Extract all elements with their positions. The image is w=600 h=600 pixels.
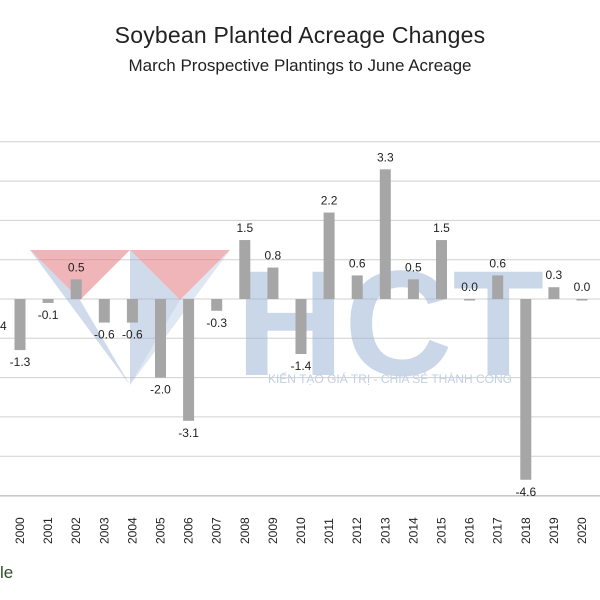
data-label: -2.0 [150, 383, 171, 397]
x-tick-label: 2009 [266, 517, 280, 544]
x-tick-label: 2005 [154, 517, 168, 544]
bar [464, 299, 476, 301]
bar [42, 299, 54, 303]
bar [267, 267, 279, 299]
bars [14, 169, 588, 480]
chart-title: Soybean Planted Acreage Changes [114, 22, 486, 48]
x-tick-label: 2010 [294, 517, 308, 544]
bar [70, 279, 82, 299]
data-label: -0.3 [206, 316, 227, 330]
x-tick-label: 2008 [238, 517, 252, 544]
watermark-blue-shape [30, 250, 130, 385]
bar [98, 299, 110, 323]
data-label: 0.8 [265, 249, 282, 263]
bar [126, 299, 138, 323]
bar [548, 287, 560, 299]
data-label: 0.0 [461, 280, 478, 294]
bar [576, 299, 588, 301]
x-tick-label: 2013 [378, 517, 392, 544]
bar [211, 299, 223, 311]
bar [155, 299, 166, 378]
bar [351, 275, 363, 299]
x-tick-label: 2003 [97, 517, 111, 544]
watermark-red-triangle [130, 250, 230, 300]
x-tick-label: 2018 [519, 517, 533, 544]
x-tick-label: 2002 [69, 517, 83, 544]
data-label: 1.5 [236, 221, 253, 235]
watermark-red-triangle [30, 250, 130, 300]
x-tick-label: 2017 [491, 517, 505, 544]
x-tick-label: 2020 [575, 517, 589, 544]
watermark-tagline: KIẾN TẠO GIÁ TRỊ - CHIA SẺ THÀNH CÔNG [268, 371, 512, 386]
bar [379, 169, 391, 299]
partial-data-label: 4 [0, 319, 7, 333]
data-label: 0.5 [68, 260, 85, 274]
data-label: 1.5 [433, 221, 450, 235]
x-tick-label: 2019 [547, 517, 561, 544]
data-label: 0.5 [405, 260, 422, 274]
x-tick-label: 2012 [350, 517, 364, 544]
bar [407, 279, 419, 299]
x-tick-label: 2015 [435, 517, 449, 544]
data-label: 0.0 [574, 280, 591, 294]
data-label: -3.1 [178, 426, 199, 440]
bar [323, 212, 335, 299]
bar [436, 240, 447, 299]
data-labels: -1.3 -0.1 0.5 -0.6 -0.6 -2.0 -3.1 -0.3 1.5 0.8 -1.… [0, 150, 591, 498]
data-label: -0.1 [38, 308, 59, 322]
data-label: -1.4 [291, 359, 312, 373]
data-label: 2.2 [321, 194, 338, 208]
chart-subtitle: March Prospective Plantings to June Acre… [128, 56, 472, 75]
bar [492, 275, 504, 299]
x-tick-label: 2016 [463, 517, 477, 544]
x-tick-label: 2007 [210, 517, 224, 544]
x-tick-label: 2014 [406, 517, 420, 544]
x-tick-label: 2004 [125, 517, 139, 544]
data-label: -0.6 [94, 328, 115, 342]
bar [14, 299, 26, 351]
bar [520, 299, 532, 480]
x-tick-label: 2001 [41, 517, 55, 544]
bar [295, 299, 307, 355]
data-label: 3.3 [377, 150, 394, 164]
x-tick-label: 2011 [322, 518, 336, 544]
bar [183, 299, 195, 421]
x-tick-labels: 2000 2001 2002 2003 2004 2005 2006 2007 2008 2009… [13, 517, 589, 544]
x-tick-label: 2006 [182, 517, 196, 544]
data-label: 0.6 [349, 256, 366, 270]
bar [239, 240, 251, 299]
data-label: 0.3 [546, 268, 563, 282]
data-label: -1.3 [10, 355, 31, 369]
source-note-fragment: le [0, 563, 14, 582]
data-label: -4.6 [515, 485, 536, 499]
x-tick-label: 2000 [13, 517, 27, 544]
data-label: -0.6 [122, 328, 143, 342]
data-label: 0.6 [489, 256, 506, 270]
